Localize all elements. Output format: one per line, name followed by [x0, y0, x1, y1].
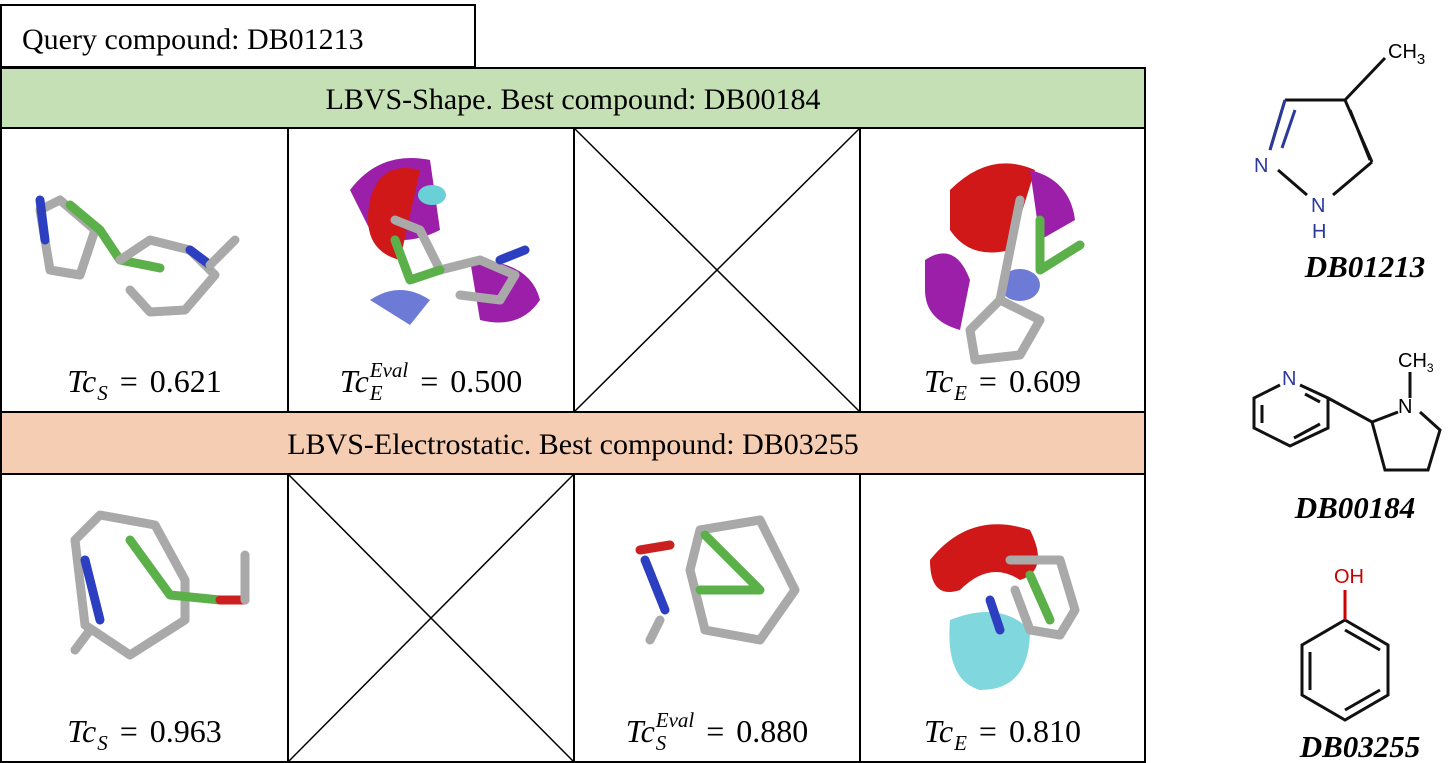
- symbol: Tc: [626, 713, 655, 749]
- subscript: E: [953, 731, 967, 755]
- score-label: Tc E = 0.609: [924, 363, 1081, 405]
- atom-label: N: [1398, 396, 1412, 418]
- subscript: E: [953, 381, 967, 405]
- section-title: LBVS-Electrostatic. Best compound: DB032…: [287, 428, 859, 461]
- relation: =: [979, 713, 997, 749]
- score-label: Tc E = 0.810: [924, 713, 1081, 755]
- cell: [0, 473, 289, 763]
- structure: CH3 N N H DB01213: [1254, 41, 1425, 284]
- compound-name: DB01213: [1304, 249, 1426, 284]
- score-label: Tc S = 0.963: [67, 713, 222, 755]
- section-title: LBVS-Shape. Best compound: DB00184: [326, 83, 821, 116]
- score-value: 0.609: [1009, 363, 1081, 399]
- render: [930, 524, 1080, 690]
- score-value: 0.963: [150, 713, 222, 749]
- atom-label: CH3: [1398, 350, 1434, 375]
- symbol: Tc: [924, 363, 953, 399]
- render: [35, 195, 240, 317]
- render: [70, 510, 250, 660]
- section-header: [0, 67, 1146, 129]
- render: [350, 158, 540, 325]
- relation: =: [120, 363, 138, 399]
- score-value: 0.621: [150, 363, 222, 399]
- query-box: [0, 4, 476, 68]
- render: [925, 163, 1085, 365]
- cross: [573, 127, 861, 413]
- cell: [859, 473, 1146, 763]
- atom-label: N: [1282, 368, 1296, 390]
- score-value: 0.880: [736, 713, 808, 749]
- subscript: S: [97, 731, 108, 755]
- symbol: Tc: [924, 713, 953, 749]
- cross: [287, 473, 575, 763]
- score-label: Tc S = 0.621: [67, 363, 222, 405]
- atom-label: CH3: [1388, 41, 1425, 68]
- render: [635, 515, 800, 645]
- superscript: Eval: [655, 708, 695, 732]
- query-label: Query compound: DB01213: [22, 23, 364, 56]
- subscript: S: [97, 381, 108, 405]
- atom-label: OH: [1334, 566, 1364, 588]
- symbol: Tc: [340, 363, 369, 399]
- superscript: Eval: [369, 358, 409, 382]
- structure: OH DB03255: [1299, 566, 1421, 763]
- structure: N N CH3 DB00184: [1252, 350, 1442, 525]
- cell: [0, 127, 289, 413]
- subscript: S: [656, 731, 667, 755]
- compound-name: DB03255: [1299, 729, 1421, 763]
- atom-label: H: [1312, 221, 1326, 243]
- relation: =: [420, 363, 438, 399]
- atom-label: N: [1254, 155, 1268, 177]
- symbol: Tc: [67, 713, 96, 749]
- symbol: Tc: [67, 363, 96, 399]
- score-value: 0.810: [1009, 713, 1081, 749]
- subscript: E: [369, 381, 383, 405]
- score-value: 0.500: [450, 363, 522, 399]
- relation: =: [706, 713, 724, 749]
- relation: =: [120, 713, 138, 749]
- relation: =: [979, 363, 997, 399]
- cell: [859, 127, 1146, 413]
- compound-name: DB00184: [1294, 490, 1416, 525]
- atom-label: N: [1311, 195, 1325, 217]
